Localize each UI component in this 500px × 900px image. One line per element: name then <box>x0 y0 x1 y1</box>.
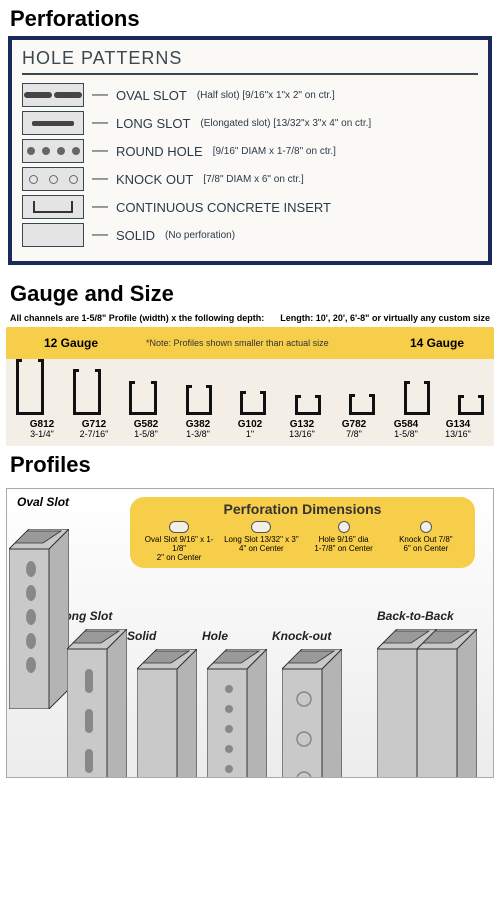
profiles-title: Profiles <box>0 446 500 482</box>
gauge-12-label: 12 Gauge <box>44 336 98 350</box>
gauge-band: 12 Gauge *Note: Profiles shown smaller t… <box>6 327 494 359</box>
swatch-long <box>22 111 84 135</box>
channel-G382 <box>186 387 212 415</box>
channel-label-G132: G13213/16" <box>276 419 328 440</box>
gauge-subtitle: All channels are 1-5/8" Profile (width) … <box>0 311 500 327</box>
gauge-labels: G8123-1/4"G7122-7/16"G5821-5/8"G3821-3/8… <box>6 415 494 440</box>
channel-label-G584: G5841-5/8" <box>380 419 432 440</box>
gauge-sub-left: All channels are 1-5/8" Profile (width) … <box>10 313 264 323</box>
strut-knock <box>282 649 342 778</box>
gauge-title: Gauge and Size <box>0 275 500 311</box>
perf-dim: Long Slot 13/32" x 3"4" on Center <box>222 519 300 563</box>
hp-row-solid: — SOLID (No perforation) <box>22 223 478 247</box>
channel-G582 <box>129 383 157 415</box>
hp-detail: [9/16" DIAM x 1-7/8" on ctr.] <box>213 146 336 157</box>
dash-icon: — <box>92 198 108 216</box>
channel-G782 <box>349 396 375 415</box>
swatch-round <box>22 139 84 163</box>
dash-icon: — <box>92 114 108 132</box>
strut-solid <box>137 649 197 778</box>
channel-G134 <box>458 397 484 415</box>
channel-G812 <box>16 361 44 415</box>
perf-dim: Knock Out 7/8"6" on Center <box>387 519 465 563</box>
strut-hole <box>207 649 267 778</box>
hole-patterns-box: HOLE PATTERNS — OVAL SLOT (Half slot) [9… <box>8 36 492 265</box>
dash-icon: — <box>92 170 108 188</box>
pf-label-hole: Hole <box>202 629 228 643</box>
perforation-dimensions-title: Perforation Dimensions <box>140 501 465 517</box>
swatch-solid <box>22 223 84 247</box>
strut-oval <box>9 529 69 709</box>
channel-label-G102: G1021" <box>224 419 276 440</box>
channel-label-G134: G13413/16" <box>432 419 484 440</box>
perforation-dimensions-bar: Perforation Dimensions Oval Slot 9/16" x… <box>130 497 475 569</box>
pf-label-knock: Knock-out <box>272 629 331 643</box>
perforations-title: Perforations <box>0 0 500 36</box>
hp-row-knock: — KNOCK OUT [7/8" DIAM x 6" on ctr.] <box>22 167 478 191</box>
dash-icon: — <box>92 86 108 104</box>
hp-row-round: — ROUND HOLE [9/16" DIAM x 1-7/8" on ctr… <box>22 139 478 163</box>
hp-detail: (Elongated slot) [13/32"x 3"x 4" on ctr.… <box>200 118 371 129</box>
strut-b2b-b <box>417 629 477 778</box>
gauge-note: *Note: Profiles shown smaller than actua… <box>146 338 329 348</box>
gauge-channels <box>6 359 494 415</box>
hole-patterns-heading: HOLE PATTERNS <box>22 48 478 75</box>
channel-label-G382: G3821-3/8" <box>172 419 224 440</box>
swatch-insert <box>22 195 84 219</box>
hp-row-insert: — CONTINUOUS CONCRETE INSERT <box>22 195 478 219</box>
channel-G584 <box>404 383 430 415</box>
hp-row-oval: — OVAL SLOT (Half slot) [9/16"x 1"x 2" o… <box>22 83 478 107</box>
hp-detail: (Half slot) [9/16"x 1"x 2" on ctr.] <box>197 90 335 101</box>
perf-dim: Oval Slot 9/16" x 1-1/8"2" on Center <box>140 519 218 563</box>
gauge-sub-right: Length: 10', 20', 6'-8" or virtually any… <box>280 313 490 323</box>
channel-G712 <box>73 371 101 415</box>
swatch-oval <box>22 83 84 107</box>
pf-label-b2b: Back-to-Back <box>377 609 454 623</box>
hp-name: ROUND HOLE <box>116 144 203 159</box>
channel-label-G812: G8123-1/4" <box>16 419 68 440</box>
dash-icon: — <box>92 142 108 160</box>
channel-label-G782: G7827/8" <box>328 419 380 440</box>
hp-name: SOLID <box>116 228 155 243</box>
hp-row-long: — LONG SLOT (Elongated slot) [13/32"x 3"… <box>22 111 478 135</box>
profiles-panel: Oval Slot Perforation Dimensions Oval Sl… <box>6 488 494 778</box>
perforation-dimensions-list: Oval Slot 9/16" x 1-1/8"2" on CenterLong… <box>140 519 465 563</box>
gauge-panel: 12 Gauge *Note: Profiles shown smaller t… <box>6 327 494 446</box>
hp-name: CONTINUOUS CONCRETE INSERT <box>116 200 331 215</box>
channel-G102 <box>240 393 266 415</box>
dash-icon: — <box>92 226 108 244</box>
pf-label-solid: Solid <box>127 629 156 643</box>
swatch-knock <box>22 167 84 191</box>
hp-name: OVAL SLOT <box>116 88 187 103</box>
hp-name: KNOCK OUT <box>116 172 193 187</box>
pf-label-oval: Oval Slot <box>17 495 69 509</box>
hp-detail: [7/8" DIAM x 6" on ctr.] <box>203 174 303 185</box>
hp-detail: (No perforation) <box>165 230 235 241</box>
perf-dim: Hole 9/16" dia1-7/8" on Center <box>305 519 383 563</box>
channel-label-G712: G7122-7/16" <box>68 419 120 440</box>
hp-name: LONG SLOT <box>116 116 190 131</box>
gauge-14-label: 14 Gauge <box>410 336 464 350</box>
channel-G132 <box>295 397 321 415</box>
channel-label-G582: G5821-5/8" <box>120 419 172 440</box>
strut-long <box>67 629 127 778</box>
